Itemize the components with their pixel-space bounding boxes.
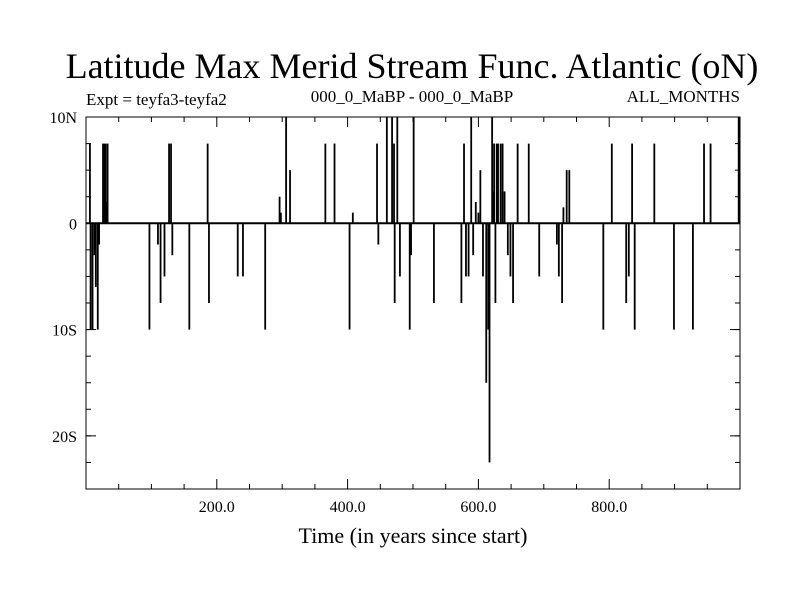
x-axis: 200.0 400.0 600.0 800.0 bbox=[199, 499, 627, 516]
chart-subtitle-center: 000_0_MaBP - 000_0_MaBP bbox=[311, 87, 513, 106]
y-tick-label: 0 bbox=[69, 216, 77, 233]
x-tick-label: 600.0 bbox=[460, 499, 496, 516]
data-series bbox=[89, 117, 740, 463]
y-tick-label: 10N bbox=[49, 110, 77, 127]
chart-subtitle-left: Expt = teyfa3-teyfa2 bbox=[86, 90, 227, 109]
x-tick-label: 800.0 bbox=[591, 499, 627, 516]
x-tick-label: 400.0 bbox=[330, 499, 366, 516]
x-tick-label: 200.0 bbox=[199, 499, 235, 516]
chart-title: Latitude Max Merid Stream Func. Atlantic… bbox=[66, 46, 759, 86]
y-tick-label: 20S bbox=[52, 429, 77, 446]
y-tick-label: 10S bbox=[52, 323, 77, 340]
chart-subtitle-right: ALL_MONTHS bbox=[627, 87, 740, 106]
x-axis-label: Time (in years since start) bbox=[299, 523, 528, 548]
